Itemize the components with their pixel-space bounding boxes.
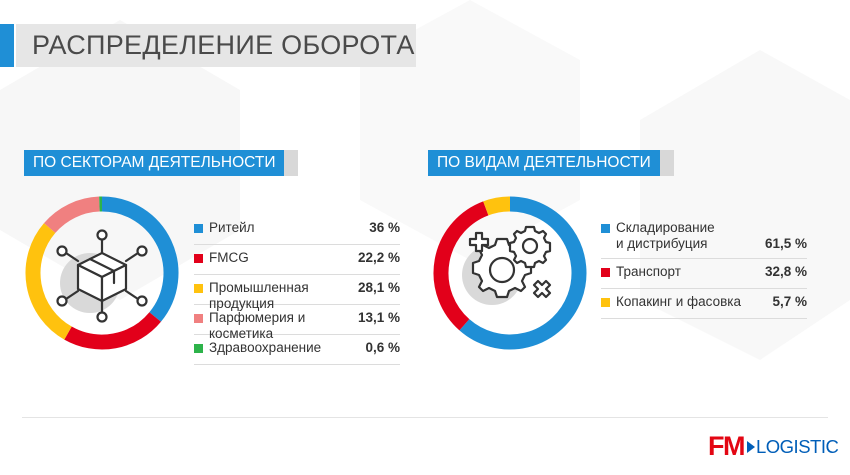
sectors-legend-label: Промышленная продукция: [209, 280, 309, 311]
footer-divider: [22, 417, 828, 418]
title-accent: [0, 24, 14, 67]
activities-heading: ПО ВИДАМ ДЕЯТЕЛЬНОСТИ: [428, 150, 674, 176]
sectors-slice-3: [43, 196, 100, 234]
sectors-legend-value: 36 %: [369, 220, 400, 235]
sectors-legend: Ритейл 36 % FMCG 22,2 % Промышленная продукц…: [194, 220, 400, 370]
logo-fm: FM: [708, 431, 745, 461]
sectors-legend-swatch: [194, 224, 203, 233]
sectors-legend-item: Парфюмерия и косметика 13,1 %: [194, 310, 400, 341]
sectors-legend-item: Ритейл 36 %: [194, 220, 400, 245]
logo-logistic: LOGISTIC: [755, 436, 839, 457]
sectors-legend-item: Промышленная продукция 28,1 %: [194, 280, 400, 311]
activities-legend-label: Транспорт: [616, 264, 681, 279]
sectors-legend-swatch: [194, 314, 203, 323]
sectors-legend-value: 13,1 %: [357, 310, 400, 325]
activities-legend-swatch: [601, 268, 610, 277]
sectors-legend-swatch: [194, 254, 203, 263]
sectors-legend-label: Парфюмерия и косметика: [209, 310, 306, 341]
sectors-legend-item: Здравоохранение 0,6 %: [194, 340, 400, 365]
sectors-legend-item: FMCG 22,2 %: [194, 250, 400, 275]
activities-legend-swatch: [601, 224, 610, 233]
activities-legend-swatch: [601, 298, 610, 307]
activities-legend: Складирование и дистрибуция 61,5 % Транспор…: [601, 220, 807, 324]
fm-logistic-logo: FM LOGISTIC: [708, 431, 839, 461]
activities-donut-chart: [433, 196, 587, 350]
sectors-legend-value: 28,1 %: [357, 280, 400, 295]
activities-legend-item: Транспорт 32,8 %: [601, 264, 807, 289]
logo-arrow-icon: [746, 440, 755, 453]
activities-slice-0: [459, 196, 587, 350]
activities-slice-2: [483, 196, 511, 216]
page-title-bar: РАСПРЕДЕЛЕНИЕ ОБОРОТА: [0, 24, 416, 67]
activities-legend-label: Складирование и дистрибуция: [616, 220, 715, 251]
sectors-slice-2: [25, 223, 72, 340]
sectors-donut-chart: [25, 196, 179, 350]
activities-legend-value: 61,5 %: [764, 236, 807, 251]
activities-legend-label: Копакинг и фасовка: [616, 294, 741, 309]
activities-legend-value: 5,7 %: [772, 294, 807, 309]
gears-icon: [462, 225, 552, 305]
sectors-legend-value: 22,2 %: [357, 250, 400, 265]
sectors-heading-label: ПО СЕКТОРАМ ДЕЯТЕЛЬНОСТИ: [24, 150, 285, 176]
network-package-icon: [56, 229, 148, 323]
sectors-legend-swatch: [194, 344, 203, 353]
activities-legend-item: Складирование и дистрибуция 61,5 %: [601, 220, 807, 259]
activities-legend-value: 32,8 %: [764, 264, 807, 279]
title-box: РАСПРЕДЕЛЕНИЕ ОБОРОТА: [16, 24, 416, 67]
sectors-legend-label: Ритейл: [209, 220, 255, 235]
activities-slice-1: [433, 201, 489, 331]
sectors-slice-0: [101, 196, 179, 322]
sectors-slice-1: [64, 311, 161, 350]
sectors-legend-label: Здравоохранение: [209, 340, 322, 355]
page-title: РАСПРЕДЕЛЕНИЕ ОБОРОТА: [32, 30, 415, 60]
sectors-legend-swatch: [194, 284, 203, 293]
sectors-heading: ПО СЕКТОРАМ ДЕЯТЕЛЬНОСТИ: [24, 150, 299, 176]
activities-legend-item: Копакинг и фасовка 5,7 %: [601, 294, 807, 319]
sectors-legend-label: FMCG: [209, 250, 249, 265]
sectors-legend-value: 0,6 %: [365, 340, 400, 355]
activities-heading-label: ПО ВИДАМ ДЕЯТЕЛЬНОСТИ: [428, 150, 660, 176]
